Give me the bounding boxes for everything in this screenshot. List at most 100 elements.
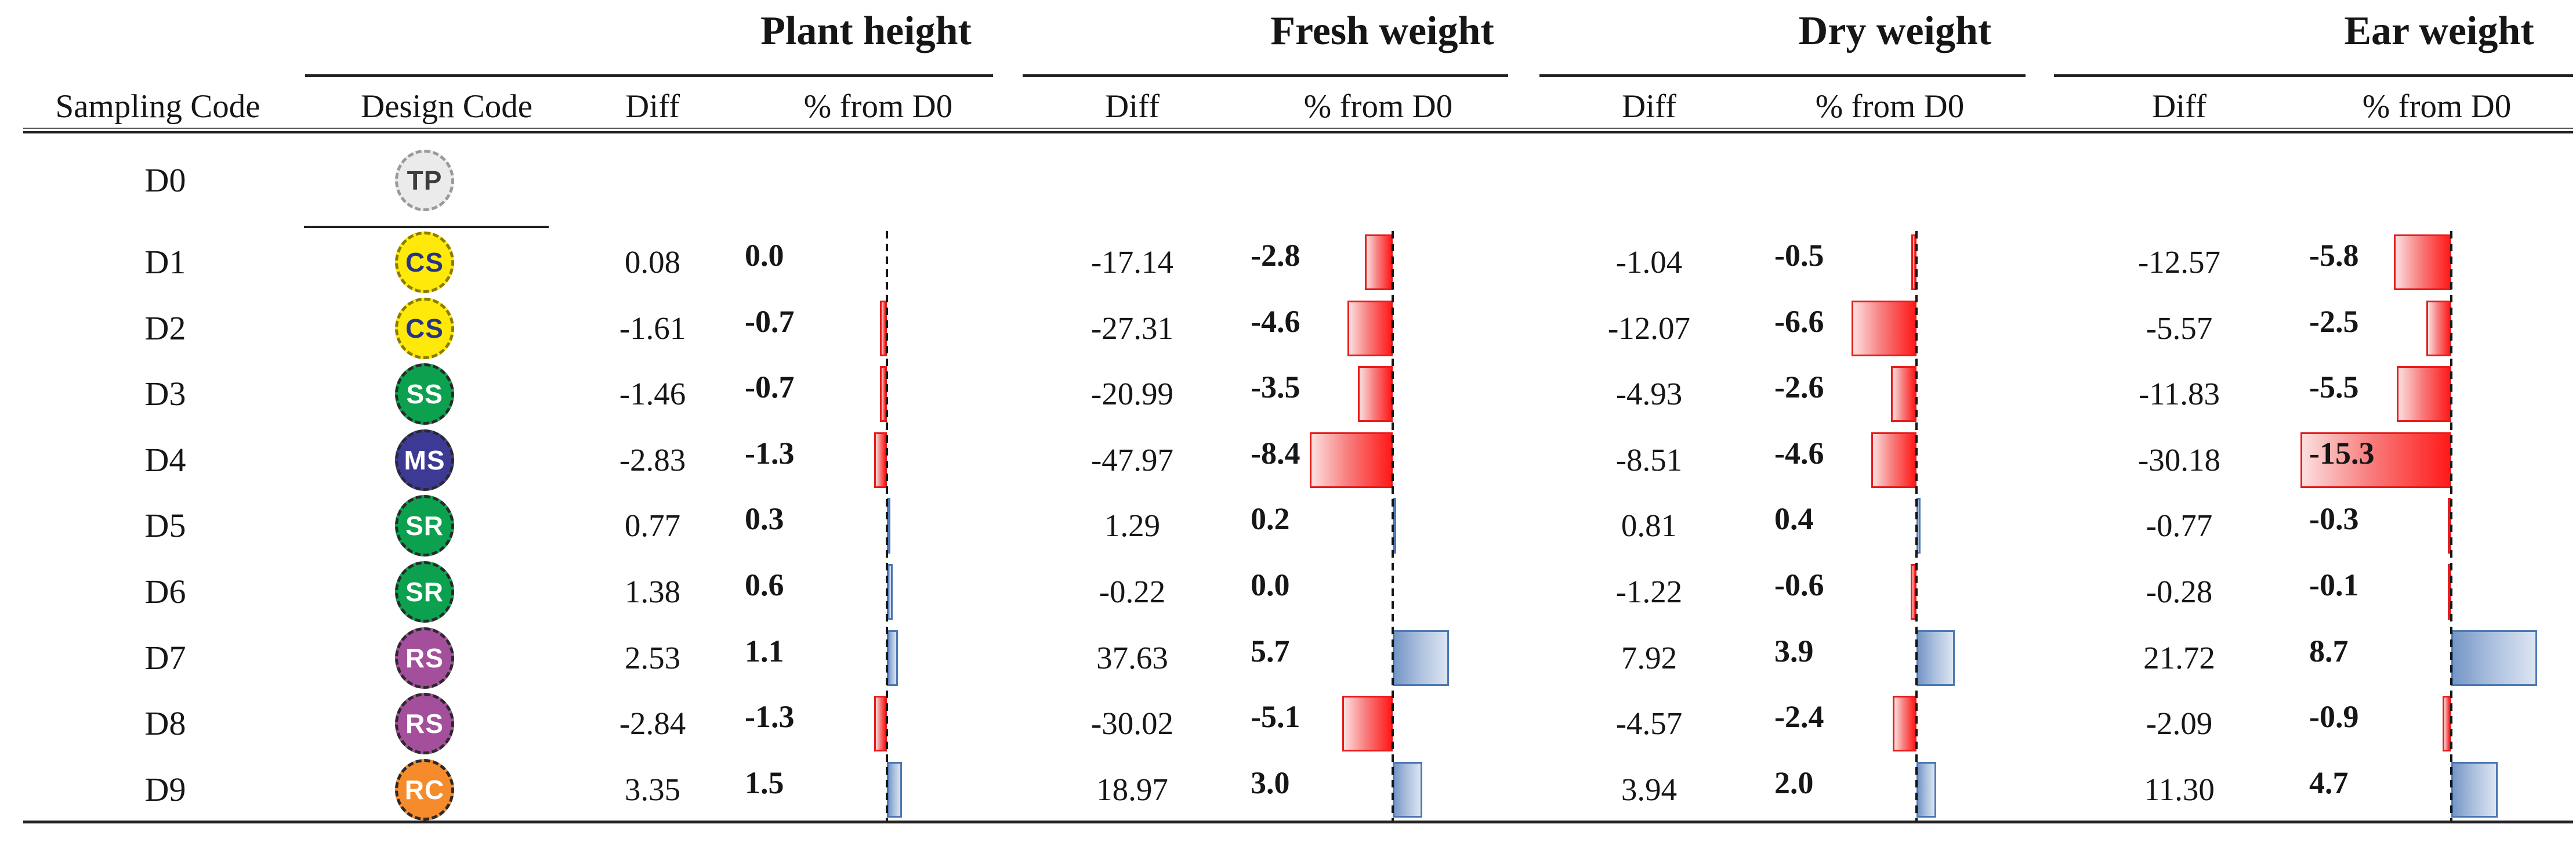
diff-value-ph: 0.08 [624, 244, 681, 280]
design-code-badge-ss: SS [395, 363, 454, 425]
sampling-code-label: D8 [144, 704, 186, 742]
diff-value-fw: -30.02 [1090, 706, 1174, 741]
diff-value-dw: 3.94 [1621, 772, 1678, 807]
header-double-rule-thin [23, 128, 2573, 129]
pct-value-ph: 0.0 [745, 238, 784, 273]
diff-value-dw: -4.93 [1615, 376, 1683, 411]
pct-value-ph: 1.5 [745, 765, 784, 800]
sampling-code-label: D6 [144, 573, 186, 610]
diff-value-fw: 37.63 [1096, 640, 1168, 675]
diff-value-ew: 21.72 [2143, 640, 2215, 675]
diff-value-fw: -47.97 [1090, 442, 1174, 478]
negative-deviation-bar-ph [874, 696, 887, 751]
diff-value-ph: -1.61 [619, 310, 686, 346]
pct-value-fw: 3.0 [1251, 765, 1290, 800]
pct-column-header-ew: % from D0 [2362, 88, 2512, 125]
diff-value-ew: 11.30 [2144, 772, 2215, 807]
diff-column-header-dw: Diff [1622, 88, 1676, 125]
negative-deviation-bar-ph [874, 432, 887, 488]
positive-deviation-bar-dw [1916, 630, 1955, 686]
diff-value-ew: -12.57 [2137, 244, 2221, 280]
group-spanner-rule [305, 74, 993, 77]
diff-value-ew: -30.18 [2137, 442, 2221, 478]
negative-deviation-bar-ew [2394, 234, 2451, 290]
chart-axis-dw [1915, 231, 1918, 821]
diff-value-dw: 0.81 [1621, 508, 1678, 543]
pct-value-ew: -5.8 [2309, 238, 2359, 273]
diff-value-dw: -1.22 [1615, 574, 1683, 609]
negative-deviation-bar-dw [1852, 301, 1916, 356]
pct-value-dw: 0.4 [1774, 501, 1814, 536]
diff-value-ph: -2.84 [619, 706, 686, 741]
diff-value-dw: -1.04 [1615, 244, 1683, 280]
design-code-header: Design Code [360, 88, 533, 125]
pct-value-dw: -2.6 [1774, 370, 1824, 404]
sampling-code-label: D9 [144, 771, 186, 808]
pct-value-ew: -0.1 [2309, 568, 2359, 602]
pct-value-fw: -5.1 [1251, 699, 1300, 734]
chart-axis-ph [886, 231, 888, 821]
chart-axis-ew [2450, 231, 2452, 821]
diff-value-fw: 1.29 [1104, 508, 1161, 543]
pct-value-ew: -5.5 [2309, 370, 2359, 404]
group-title-dw: Dry weight [1798, 9, 1992, 53]
negative-deviation-bar-dw [1871, 432, 1916, 488]
sampling-code-label: D7 [144, 639, 186, 677]
design-code-badge-rs: RS [395, 693, 454, 754]
pct-value-fw: -3.5 [1251, 370, 1300, 404]
reference-row-separator-rule [304, 226, 549, 228]
negative-deviation-bar-dw [1893, 696, 1916, 751]
diff-value-ph: -2.83 [619, 442, 686, 478]
diff-value-ph: -1.46 [619, 376, 686, 411]
negative-deviation-bar-fw [1358, 366, 1393, 422]
diff-value-ph: 1.38 [624, 574, 681, 609]
diff-value-ew: -2.09 [2146, 706, 2213, 741]
negative-deviation-bar-dw [1891, 366, 1916, 422]
group-title-ew: Ear weight [2344, 9, 2534, 53]
positive-deviation-bar-ew [2451, 762, 2498, 818]
pct-value-ew: -0.3 [2309, 501, 2359, 536]
negative-deviation-bar-fw [1365, 234, 1393, 290]
diff-value-dw: -12.07 [1607, 310, 1691, 346]
group-title-fw: Fresh weight [1270, 9, 1494, 53]
positive-deviation-bar-ph [887, 762, 902, 818]
diff-value-ph: 3.35 [624, 772, 681, 807]
negative-deviation-bar-ew [2397, 366, 2451, 422]
pct-column-header-fw: % from D0 [1303, 88, 1453, 125]
design-code-badge-cs: CS [395, 232, 454, 293]
negative-deviation-bar-fw [1342, 696, 1393, 751]
positive-deviation-bar-ph [887, 630, 898, 686]
design-code-badge-cs: CS [395, 298, 454, 359]
design-code-badge-sr: SR [395, 495, 454, 556]
chart-axis-fw [1392, 231, 1394, 821]
diff-value-ew: -5.57 [2146, 310, 2213, 346]
pct-value-ew: -15.3 [2309, 436, 2375, 471]
pct-value-ph: -0.7 [745, 370, 795, 404]
pct-value-fw: -4.6 [1251, 304, 1300, 339]
pct-value-dw: -4.6 [1774, 436, 1824, 471]
header-double-rule-thick [23, 131, 2573, 133]
diff-column-header-ph: Diff [625, 88, 680, 125]
negative-deviation-bar-fw [1347, 301, 1393, 356]
pct-value-ph: -1.3 [745, 699, 795, 734]
positive-deviation-bar-ew [2451, 630, 2537, 686]
diff-value-fw: -27.31 [1090, 310, 1174, 346]
pct-value-ew: 4.7 [2309, 765, 2349, 800]
diff-value-dw: -4.57 [1615, 706, 1683, 741]
pct-value-ew: -0.9 [2309, 699, 2359, 734]
design-code-badge-rc: RC [395, 759, 454, 821]
diff-value-fw: 18.97 [1096, 772, 1168, 807]
pct-value-ph: -1.3 [745, 436, 795, 471]
pct-value-dw: -2.4 [1774, 699, 1824, 734]
negative-deviation-bar-fw [1310, 432, 1393, 488]
sampling-code-label: D5 [144, 507, 186, 544]
pct-value-dw: -0.5 [1774, 238, 1824, 273]
pct-value-fw: -8.4 [1251, 436, 1300, 471]
group-spanner-rule [1539, 74, 2026, 77]
pct-value-dw: -6.6 [1774, 304, 1824, 339]
pct-column-header-dw: % from D0 [1815, 88, 1965, 125]
pct-value-fw: 0.2 [1251, 501, 1290, 536]
design-code-badge-ms: MS [395, 429, 454, 491]
diff-value-ph: 2.53 [624, 640, 681, 675]
